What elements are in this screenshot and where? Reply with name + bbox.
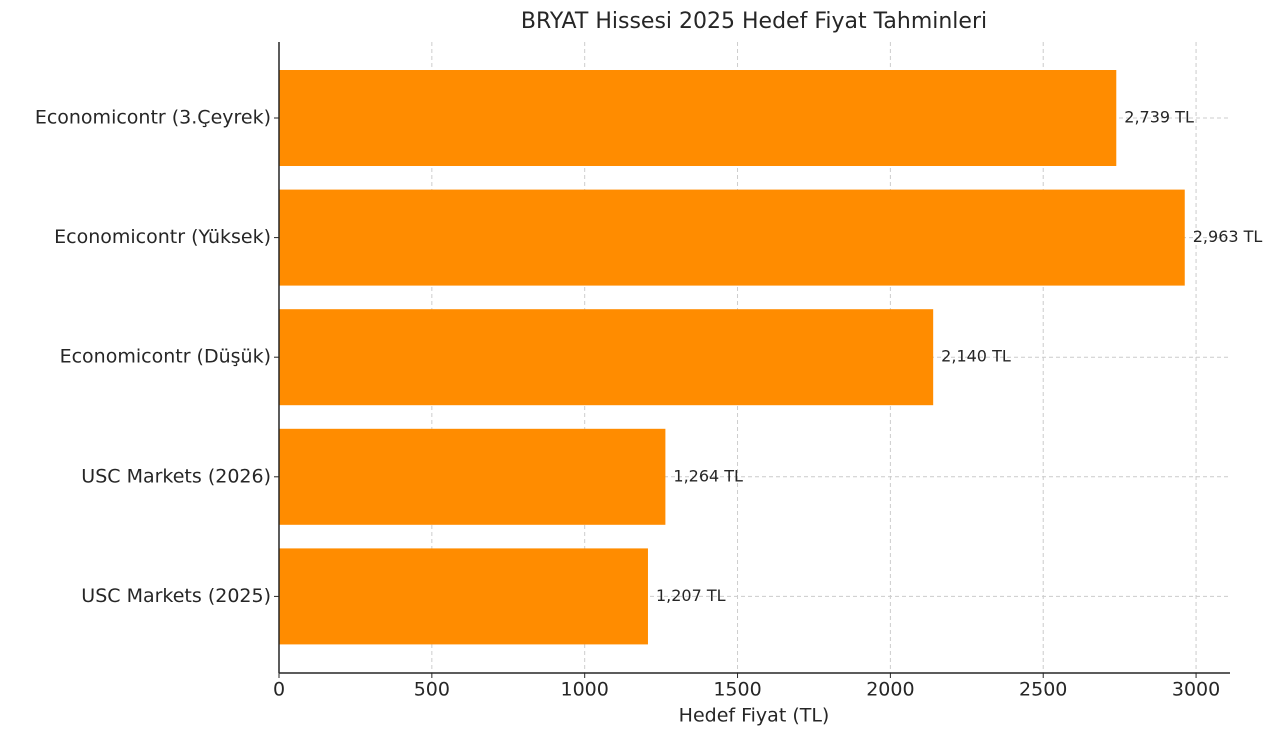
x-tick-label: 1000 xyxy=(561,679,609,701)
y-tick-label: Economicontr (3.Çeyrek) xyxy=(35,107,271,129)
bar xyxy=(279,189,1185,286)
x-axis-label: Hedef Fiyat (TL) xyxy=(679,705,830,727)
y-tick-label: Economicontr (Yüksek) xyxy=(54,226,271,248)
chart-title: BRYAT Hissesi 2025 Hedef Fiyat Tahminler… xyxy=(521,9,987,34)
value-label: 1,264 TL xyxy=(673,466,743,485)
value-label: 2,739 TL xyxy=(1124,108,1194,127)
y-tick-label: USC Markets (2026) xyxy=(81,465,271,487)
y-tick-label: USC Markets (2025) xyxy=(81,585,271,607)
value-label: 1,207 TL xyxy=(656,586,726,605)
y-tick-label: Economicontr (Düşük) xyxy=(60,346,271,368)
x-tick-label: 500 xyxy=(414,679,450,701)
x-tick-label: 2000 xyxy=(866,679,914,701)
value-label: 2,963 TL xyxy=(1193,227,1263,246)
bar xyxy=(279,309,934,406)
x-tick-label: 2500 xyxy=(1019,679,1067,701)
bar xyxy=(279,548,648,645)
bar xyxy=(279,428,666,525)
bar xyxy=(279,70,1117,166)
x-tick-label: 1500 xyxy=(713,679,761,701)
value-label: 2,140 TL xyxy=(941,347,1011,366)
x-tick-label: 0 xyxy=(273,679,285,701)
x-tick-label: 3000 xyxy=(1172,679,1220,701)
